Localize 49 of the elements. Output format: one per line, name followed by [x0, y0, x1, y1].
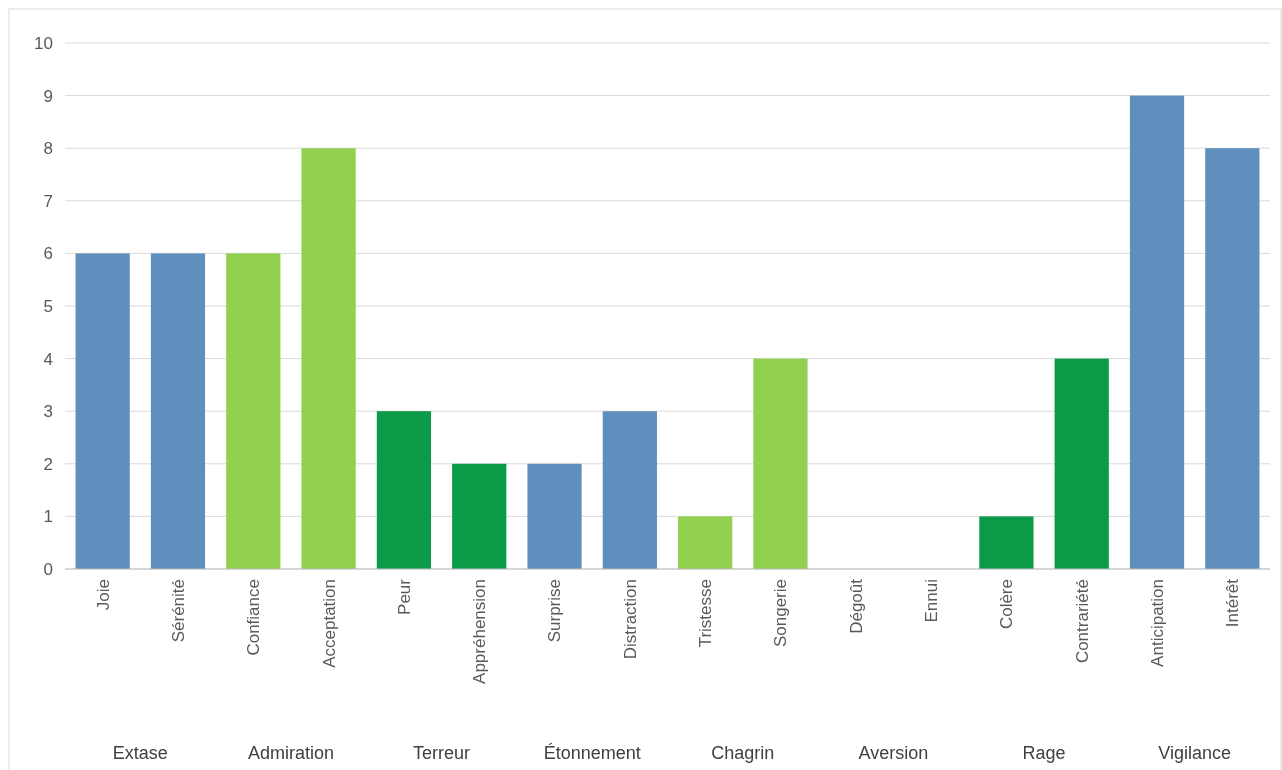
bar [301, 148, 356, 569]
y-tick-label: 3 [43, 402, 53, 422]
bar [75, 253, 130, 569]
x-tick-label: Sérénité [168, 579, 188, 643]
bar [226, 253, 281, 569]
y-tick-label: 10 [34, 33, 53, 53]
x-tick-label: Tristesse [696, 579, 716, 648]
bar [602, 411, 657, 569]
y-tick-label: 6 [43, 244, 53, 264]
bar [979, 516, 1034, 569]
text: Terreur [413, 743, 471, 764]
x-tick-label: Surprise [545, 579, 565, 643]
x-tick-label: Peur [394, 578, 414, 615]
x-tick-label: Ennui [922, 579, 942, 623]
y-tick-label: 8 [43, 139, 53, 159]
bar [1129, 95, 1185, 569]
text: Admiration [247, 743, 334, 764]
x-tick-label: Acceptation [319, 579, 339, 668]
bar [1054, 358, 1109, 569]
bar [527, 463, 582, 569]
y-tick-label: 1 [43, 507, 53, 527]
y-tick-label: 4 [43, 349, 53, 369]
x-tick-label: Confiance [244, 579, 264, 656]
y-tick-label: 0 [43, 559, 53, 579]
x-tick-label: Contrariété [1072, 579, 1092, 664]
x-tick-label: Intérêt [1223, 578, 1243, 628]
bar [150, 253, 206, 569]
x-tick-label: Songerie [771, 579, 791, 648]
x-tick-label: Appréhension [470, 579, 490, 684]
bar [678, 516, 733, 569]
x-tick-label: Colère [997, 579, 1017, 630]
bar [1205, 148, 1260, 569]
text: Aversion [858, 743, 929, 764]
text: Chagrin [711, 743, 775, 764]
text: Étonnement [543, 743, 641, 764]
text: Rage [1022, 743, 1066, 764]
text: Extase [112, 743, 168, 764]
y-tick-label: 5 [43, 296, 53, 316]
bar [753, 358, 808, 569]
x-tick-label: Distraction [620, 579, 640, 660]
y-tick-label: 9 [43, 86, 53, 106]
x-tick-label: Anticipation [1147, 579, 1167, 667]
bar [452, 463, 507, 569]
y-tick-label: 7 [43, 191, 53, 211]
bar [376, 411, 432, 569]
x-tick-label: Joie [93, 579, 113, 611]
x-tick-label: Dégoût [846, 578, 866, 634]
text: Vigilance [1158, 743, 1232, 764]
y-tick-label: 2 [43, 454, 53, 474]
